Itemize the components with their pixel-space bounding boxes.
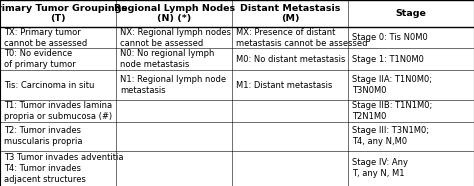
Text: Primary Tumor Groupings
(T): Primary Tumor Groupings (T) <box>0 4 127 23</box>
Text: N1: Regional lymph node
metastasis: N1: Regional lymph node metastasis <box>120 75 226 95</box>
Text: N0: No regional lymph
node metastasis: N0: No regional lymph node metastasis <box>120 49 214 69</box>
Text: M1: Distant metastasis: M1: Distant metastasis <box>236 81 332 90</box>
Text: T0: No evidence
of primary tumor: T0: No evidence of primary tumor <box>4 49 75 69</box>
Text: Regional Lymph Nodes
(N) (*): Regional Lymph Nodes (N) (*) <box>114 4 235 23</box>
Text: Stage IV: Any
T, any N, M1: Stage IV: Any T, any N, M1 <box>352 158 408 178</box>
Text: MX: Presence of distant
metastasis cannot be assessed: MX: Presence of distant metastasis canno… <box>236 28 367 48</box>
Text: T1: Tumor invades lamina
propria or submucosa (#): T1: Tumor invades lamina propria or subm… <box>4 101 112 121</box>
Text: Tis: Carcinoma in situ: Tis: Carcinoma in situ <box>4 81 94 90</box>
Text: Stage 1: T1N0M0: Stage 1: T1N0M0 <box>352 54 424 64</box>
Text: Stage 0: Tis N0M0: Stage 0: Tis N0M0 <box>352 33 428 42</box>
Text: Stage: Stage <box>396 9 427 18</box>
Text: TX: Primary tumor
cannot be assessed: TX: Primary tumor cannot be assessed <box>4 28 87 48</box>
Text: T3 Tumor invades adventitia
T4: Tumor invades
adjacent structures: T3 Tumor invades adventitia T4: Tumor in… <box>4 153 123 184</box>
Text: Distant Metastasis
(M): Distant Metastasis (M) <box>240 4 340 23</box>
Text: Stage IIB: T1N1M0;
T2N1M0: Stage IIB: T1N1M0; T2N1M0 <box>352 101 432 121</box>
Text: Stage IIA: T1N0M0;
T3N0M0: Stage IIA: T1N0M0; T3N0M0 <box>352 75 432 95</box>
Text: NX: Regional lymph nodes
cannot be assessed: NX: Regional lymph nodes cannot be asses… <box>120 28 231 48</box>
Text: M0: No distant metastasis: M0: No distant metastasis <box>236 54 346 64</box>
Text: T2: Tumor invades
muscularis propria: T2: Tumor invades muscularis propria <box>4 126 82 146</box>
Text: Stage III: T3N1M0;
T4, any N,M0: Stage III: T3N1M0; T4, any N,M0 <box>352 126 429 146</box>
